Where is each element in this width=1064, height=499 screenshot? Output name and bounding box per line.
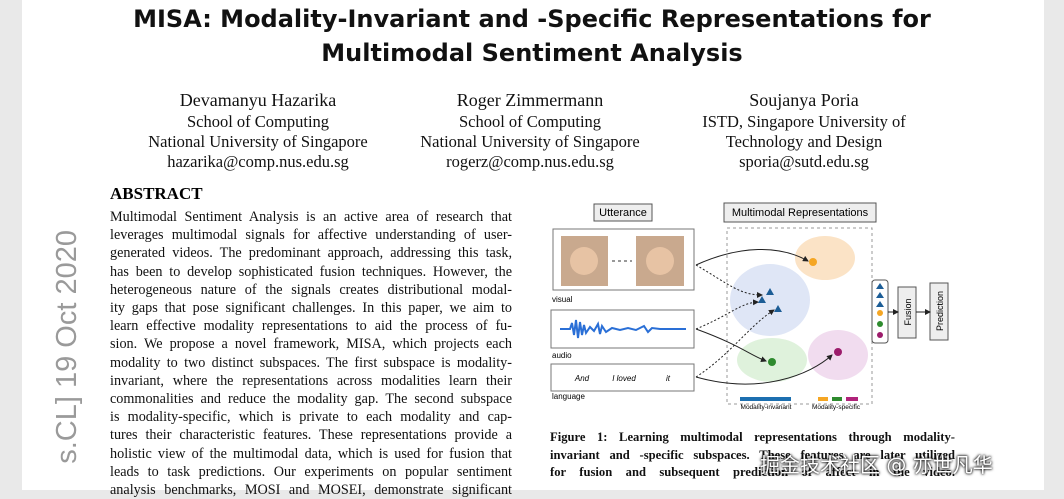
representations-box bbox=[723, 202, 877, 223]
legend-bar bbox=[740, 397, 791, 401]
language-box bbox=[550, 363, 695, 392]
abstract-line: commonalities and reduce the modality ga… bbox=[110, 391, 512, 407]
abstract-heading: ABSTRACT bbox=[110, 184, 203, 203]
watermark: 掘金技术社区 @ 亦世凡华 bbox=[760, 453, 993, 477]
arrow bbox=[695, 354, 833, 385]
caption-line: invariant and -specific subspaces. These… bbox=[550, 447, 955, 462]
specific-blob bbox=[795, 236, 855, 280]
audio-label: audio bbox=[552, 351, 572, 360]
legend-label: Modality-specific bbox=[812, 404, 861, 411]
fusion-label: Fusion bbox=[903, 298, 913, 325]
legend-label: Modality-invariant bbox=[741, 404, 792, 411]
language-label: language bbox=[552, 392, 585, 401]
invariant-blob bbox=[730, 264, 810, 336]
points bbox=[758, 288, 782, 312]
arrow bbox=[695, 328, 767, 363]
point bbox=[834, 348, 842, 356]
abstract-line: modality to two distinct subspaces. The … bbox=[110, 354, 512, 371]
abstract-line: invariant, where the representations acr… bbox=[110, 372, 512, 389]
author-affiliation: sporia@sutd.edu.sg bbox=[739, 152, 869, 171]
abstract-line: heterogeneous nature of the signals crea… bbox=[110, 281, 512, 298]
caption-line: for fusion and subsequent prediction of … bbox=[550, 465, 955, 479]
face bbox=[570, 247, 598, 275]
arrow bbox=[695, 309, 775, 378]
abstract-line: tures their characteristic features. The… bbox=[110, 427, 512, 444]
utterance-label: Utterance bbox=[599, 207, 647, 219]
abstract-line: has been to develop sophisticated fusion… bbox=[110, 263, 512, 280]
arxiv-id: s.CL] 19 Oct 2020 bbox=[51, 230, 83, 464]
word: it bbox=[666, 374, 671, 383]
author-affiliation: School of Computing bbox=[458, 112, 602, 131]
abstract-line: ity gaps that pose significant challenge… bbox=[110, 300, 512, 316]
vector-marks bbox=[876, 283, 884, 307]
waveform bbox=[560, 319, 686, 339]
author-affiliation: ISTD, Singapore University of bbox=[702, 112, 906, 131]
abstract-line: holistic view of the multimodal data, wh… bbox=[110, 445, 512, 462]
subspace-region bbox=[726, 227, 873, 405]
author-affiliation: School of Computing bbox=[186, 112, 330, 131]
caption-line: Figure 1: Learning multimodal representa… bbox=[550, 430, 955, 444]
abstract-line: generated videos. The predominant approa… bbox=[110, 245, 512, 262]
title-line: MISA: Modality-Invariant and -Specific R… bbox=[133, 5, 931, 33]
title-line: Multimodal Sentiment Analysis bbox=[321, 39, 743, 67]
visual-label: visual bbox=[552, 295, 573, 304]
prediction-label: Prediction bbox=[935, 291, 945, 331]
arrow bbox=[695, 248, 809, 266]
abstract-line: sion. We propose a novel framework, MISA… bbox=[110, 336, 512, 353]
word: And bbox=[574, 374, 590, 383]
paper-page bbox=[22, 0, 1044, 490]
utterance-box bbox=[593, 203, 653, 222]
author-affiliation: hazarika@comp.nus.edu.sg bbox=[167, 152, 349, 171]
author-affiliation: rogerz@comp.nus.edu.sg bbox=[446, 152, 614, 171]
arrow bbox=[695, 299, 759, 330]
sidebar: s.CL] 19 Oct 2020 bbox=[51, 230, 83, 464]
author-affiliation: Technology and Design bbox=[725, 132, 883, 151]
word: I loved bbox=[612, 374, 636, 383]
abstract-line: leads to task predictions. Our experimen… bbox=[110, 463, 512, 480]
author-affiliation: National University of Singapore bbox=[420, 132, 640, 151]
abstract-line: learn effective modality representations… bbox=[110, 318, 512, 335]
face bbox=[646, 247, 674, 275]
author-name: Roger Zimmermann bbox=[456, 90, 604, 110]
abstract-line: Multimodal Sentiment Analysis is an acti… bbox=[110, 209, 512, 225]
author-name: Soujanya Poria bbox=[749, 90, 859, 110]
abstract-line: is modality-specific, which is private t… bbox=[110, 409, 512, 426]
abstract-line: leverages multimodal signals for affecti… bbox=[110, 227, 512, 244]
point bbox=[809, 258, 817, 266]
abstract-line: analysis benchmarks, MOSI and MOSEI, dem… bbox=[110, 482, 512, 498]
author-name: Devamanyu Hazarika bbox=[179, 90, 337, 110]
author-affiliation: National University of Singapore bbox=[148, 132, 368, 151]
point bbox=[768, 358, 776, 366]
representations-label: Multimodal Representations bbox=[732, 207, 869, 219]
figure: Utterance Multimodal Representations vis… bbox=[550, 202, 949, 411]
